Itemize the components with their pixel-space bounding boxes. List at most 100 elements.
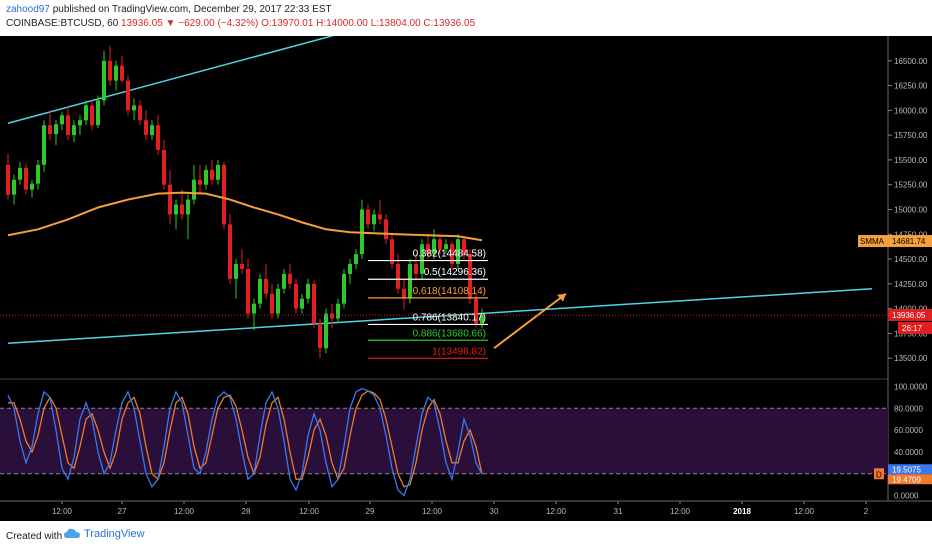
- candle-body: [114, 65, 118, 81]
- candle: [42, 120, 46, 172]
- fib-level-label: 0.5(14296.36): [424, 267, 486, 278]
- change-arrow-icon: ▼: [165, 18, 176, 29]
- candle-body: [210, 169, 214, 180]
- candle: [66, 105, 70, 141]
- candle-body: [48, 125, 52, 135]
- candle-body: [270, 293, 274, 314]
- candle-body: [186, 199, 190, 215]
- author-link[interactable]: zahood97: [6, 4, 50, 15]
- candle-body: [54, 124, 58, 135]
- candle: [162, 140, 166, 190]
- fib-level-label: 0.886(13680.66): [413, 328, 486, 339]
- published-text: published on TradingView.com, December 2…: [52, 4, 332, 15]
- symbol-line: COINBASE:BTCUSD, 60 13936.05 ▼ −629.00 (…: [6, 18, 475, 29]
- candle: [408, 259, 412, 304]
- candle-body: [120, 65, 124, 81]
- candle-body: [462, 239, 466, 255]
- candle-body: [6, 164, 10, 195]
- time-tick-label: 12:00: [546, 507, 567, 516]
- cloud-icon: [64, 528, 80, 538]
- candle: [432, 229, 436, 260]
- price-tick-label: 16500.00: [894, 57, 928, 66]
- candle-body: [222, 164, 226, 225]
- candle-body: [168, 184, 172, 215]
- candle: [168, 169, 172, 225]
- candle: [6, 153, 10, 200]
- candle-body: [288, 273, 292, 284]
- time-tick-label: 27: [118, 507, 127, 516]
- price-tick-label: 13500.00: [894, 354, 928, 363]
- candle: [468, 249, 472, 304]
- chart-canvas[interactable]: 16500.00 16250.00 16000.00 15750.00 15500.00…: [0, 30, 932, 521]
- time-tick-label: 12:00: [52, 507, 73, 516]
- candle-body: [312, 283, 316, 324]
- candle: [96, 95, 100, 129]
- countdown-label: 26:17: [902, 324, 923, 333]
- stoch-flag-box: [874, 468, 884, 480]
- candle-body: [90, 105, 94, 126]
- candle: [444, 239, 448, 255]
- candle: [144, 110, 148, 141]
- candle: [420, 239, 424, 279]
- candle-body: [450, 244, 454, 264]
- candle: [60, 112, 64, 131]
- candle-body: [318, 323, 322, 349]
- stoch-flag-label: D: [876, 470, 882, 479]
- candle-body: [162, 150, 166, 185]
- price-tick-label: 15250.00: [894, 181, 928, 190]
- candle-body: [36, 164, 40, 184]
- candle-body: [156, 125, 160, 150]
- candle-body: [438, 239, 442, 250]
- candle-body: [138, 105, 142, 121]
- candle: [36, 159, 40, 190]
- candle-body: [420, 244, 424, 274]
- candle-body: [456, 239, 460, 264]
- channel-line: [7, 288, 873, 345]
- candle: [90, 100, 94, 131]
- candle-body: [216, 164, 220, 180]
- candle: [138, 100, 142, 126]
- chart-area[interactable]: 16500.00 16250.00 16000.00 15750.00 15500.00…: [0, 30, 932, 521]
- time-tick-label: 2018: [733, 507, 751, 516]
- candle: [306, 278, 310, 304]
- candle: [372, 209, 376, 232]
- candle-body: [480, 314, 484, 324]
- candle: [414, 254, 418, 279]
- brand-name: TradingView: [84, 528, 145, 540]
- fib-level-label: 1(13498.82): [432, 346, 486, 357]
- candle: [462, 237, 466, 260]
- candle-body: [396, 264, 400, 289]
- candle: [150, 120, 154, 141]
- candle-body: [102, 60, 106, 101]
- candle: [72, 120, 76, 143]
- candle-body: [468, 254, 472, 299]
- price-tick-label: 14250.00: [894, 280, 928, 289]
- candle: [108, 45, 112, 86]
- candle: [402, 278, 406, 310]
- candle: [318, 318, 322, 359]
- candle: [246, 259, 250, 319]
- candle-body: [234, 264, 238, 279]
- created-with-label: Created with: [6, 531, 63, 542]
- candle-body: [414, 264, 418, 274]
- tradingview-logo[interactable]: TradingView: [64, 528, 145, 540]
- candle: [384, 214, 388, 245]
- candle: [54, 120, 58, 146]
- time-tick-label: 31: [614, 507, 623, 516]
- candle: [204, 164, 208, 190]
- candle: [336, 298, 340, 324]
- time-tick-label: 12:00: [670, 507, 691, 516]
- candle: [288, 264, 292, 289]
- candle: [378, 199, 382, 225]
- candle-body: [444, 244, 448, 250]
- time-tick-label: 2: [864, 507, 869, 516]
- candle: [48, 110, 52, 141]
- candle-body: [42, 125, 46, 165]
- candle-body: [78, 120, 82, 126]
- candle: [180, 189, 184, 220]
- candle-body: [294, 283, 298, 309]
- candle: [126, 75, 130, 116]
- price-change: −629.00 (−4.32%): [178, 18, 259, 29]
- candle: [156, 115, 160, 155]
- candle-body: [252, 303, 256, 314]
